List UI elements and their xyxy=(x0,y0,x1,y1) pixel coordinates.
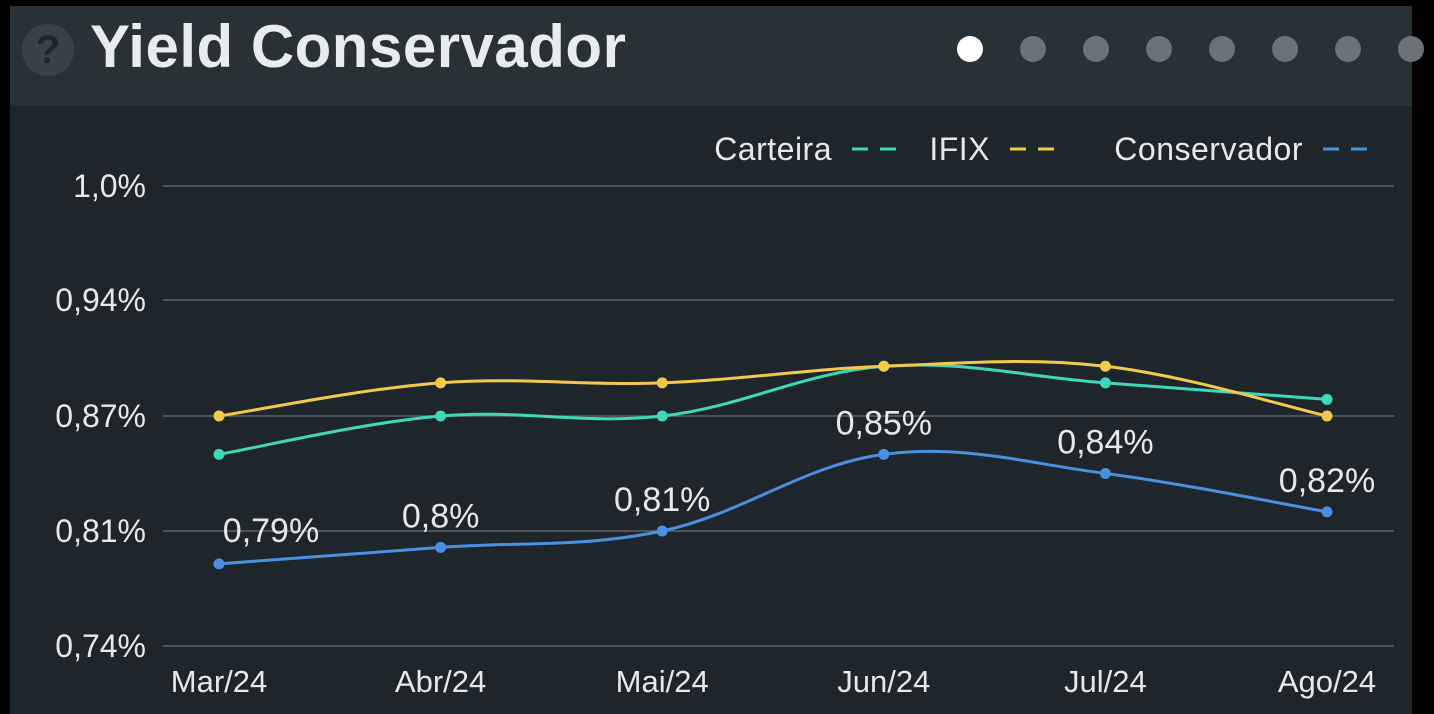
data-point-ifix xyxy=(435,377,447,389)
data-label-conservador: 0,81% xyxy=(614,481,710,519)
data-point-carteira xyxy=(1099,377,1111,389)
x-tick-label: Jul/24 xyxy=(1064,664,1147,699)
x-tick-label: Abr/24 xyxy=(395,664,486,699)
data-point-conservador xyxy=(213,558,225,570)
x-tick-label: Jun/24 xyxy=(837,664,930,699)
pagination-dots xyxy=(957,36,1424,64)
data-label-conservador: 0,79% xyxy=(223,512,319,550)
card-header: ? Yield Conservador xyxy=(10,6,1424,106)
data-point-conservador xyxy=(656,525,668,537)
page-dot-6[interactable] xyxy=(1272,36,1298,62)
data-label-conservador: 0,8% xyxy=(402,497,480,535)
data-point-carteira xyxy=(1321,393,1333,405)
x-tick-label: Mar/24 xyxy=(171,664,267,699)
data-point-conservador xyxy=(435,541,447,553)
data-point-conservador xyxy=(878,448,890,460)
data-point-carteira xyxy=(656,410,668,422)
page-dot-8[interactable] xyxy=(1398,36,1424,62)
data-point-ifix xyxy=(213,410,225,422)
data-point-ifix xyxy=(1321,410,1333,422)
series-line-conservador xyxy=(218,449,1328,566)
page-dot-3[interactable] xyxy=(1083,36,1109,62)
question-circle-icon[interactable]: ? xyxy=(22,24,74,76)
x-tick-label: Mai/24 xyxy=(616,664,709,699)
data-point-ifix xyxy=(656,377,668,389)
y-tick-label: 0,81% xyxy=(55,513,146,549)
legend-label-ifix: IFIX xyxy=(929,131,990,167)
y-tick-label: 1,0% xyxy=(73,168,146,204)
chart-card: ? Yield Conservador xyxy=(10,6,1424,714)
y-tick-label: 0,87% xyxy=(55,398,146,434)
data-label-conservador: 0,82% xyxy=(1279,462,1375,500)
data-label-conservador: 0,85% xyxy=(836,404,932,442)
page-dot-2[interactable] xyxy=(1020,36,1046,62)
data-point-ifix xyxy=(1099,360,1111,372)
data-point-ifix xyxy=(878,360,890,372)
page-dot-5[interactable] xyxy=(1209,36,1235,62)
legend-label-conservador: Conservador xyxy=(1114,131,1303,167)
y-tick-label: 0,94% xyxy=(55,282,146,318)
data-point-carteira xyxy=(435,410,447,422)
page-dot-4[interactable] xyxy=(1146,36,1172,62)
data-point-conservador xyxy=(1099,468,1111,479)
series-line-carteira xyxy=(218,363,1328,456)
y-tick-label: 0,74% xyxy=(55,628,146,664)
data-label-conservador: 0,84% xyxy=(1057,424,1153,462)
data-point-conservador xyxy=(1321,506,1333,518)
page-dot-1[interactable] xyxy=(957,36,983,62)
series-line-ifix xyxy=(218,360,1328,418)
legend-label-carteira: Carteira xyxy=(714,131,832,167)
page-title: Yield Conservador xyxy=(90,13,627,80)
page-dot-7[interactable] xyxy=(1335,36,1361,62)
x-tick-label: Ago/24 xyxy=(1278,664,1376,699)
data-point-carteira xyxy=(213,448,225,460)
